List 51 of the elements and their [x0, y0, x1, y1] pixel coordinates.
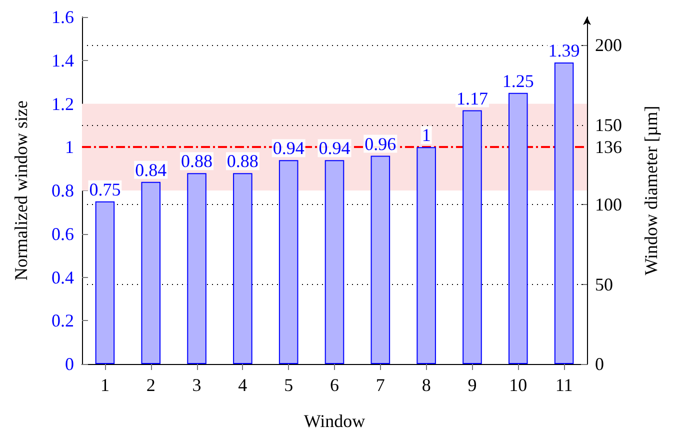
- x-tick-label: 1: [100, 375, 110, 395]
- y-tick-label: 0.8: [52, 180, 74, 200]
- y2-tick-label: 200: [595, 35, 622, 56]
- y-tick-label: 0.4: [52, 267, 74, 288]
- y2-tick-label: 136: [595, 137, 622, 158]
- y-tick-label: 1.4: [52, 50, 74, 70]
- x-tick-label: 6: [330, 375, 339, 395]
- bar: [233, 173, 252, 364]
- data-label: 1: [422, 125, 431, 146]
- x-tick-label: 9: [468, 375, 477, 395]
- x-tick-label: 4: [238, 375, 248, 395]
- bar: [187, 173, 206, 364]
- y2-tick-label: 150: [595, 114, 622, 135]
- x-axis-title: Window: [304, 411, 366, 431]
- y-tick-label: 1: [65, 137, 74, 158]
- y-tick-label: 0.2: [52, 310, 74, 331]
- data-label: 0.84: [135, 160, 167, 180]
- bar: [278, 160, 298, 364]
- bar: [554, 62, 574, 364]
- y2-tick-label: 0: [595, 354, 604, 374]
- y-tick-label: 1.6: [52, 7, 74, 27]
- data-label: 0.96: [364, 134, 396, 154]
- x-tick-label: 2: [146, 375, 156, 395]
- bar: [95, 201, 115, 364]
- x-tick-label: 11: [555, 375, 573, 395]
- bar: [141, 182, 161, 364]
- data-label: 0.88: [181, 151, 213, 172]
- x-tick-label: 10: [509, 375, 528, 395]
- data-label: 1.25: [502, 70, 534, 91]
- bar: [462, 110, 482, 364]
- y2-tick-label: 100: [595, 194, 622, 215]
- y-tick-label: 0: [65, 354, 74, 374]
- y-tick-label: 1.2: [52, 94, 74, 114]
- x-tick-label: 3: [192, 375, 202, 395]
- data-label: 0.94: [318, 138, 350, 158]
- bar: [508, 92, 528, 364]
- data-label: 0.75: [89, 179, 121, 200]
- bar: [370, 156, 390, 364]
- x-tick-label: 8: [422, 375, 431, 395]
- data-label: 1.39: [548, 40, 580, 61]
- bar: [324, 160, 344, 364]
- x-tick-label: 5: [284, 375, 294, 395]
- x-tick-label: 7: [376, 375, 385, 395]
- y2-axis-title: Window diameter [µm]: [641, 106, 661, 276]
- data-label: 1.17: [456, 88, 488, 108]
- y-tick-label: 0.6: [52, 224, 74, 244]
- y-axis-title: Normalized window size: [11, 100, 31, 280]
- data-label: 0.88: [226, 151, 258, 172]
- y2-tick-label: 50: [595, 274, 613, 294]
- bar: [416, 147, 436, 364]
- data-label: 0.94: [272, 138, 304, 158]
